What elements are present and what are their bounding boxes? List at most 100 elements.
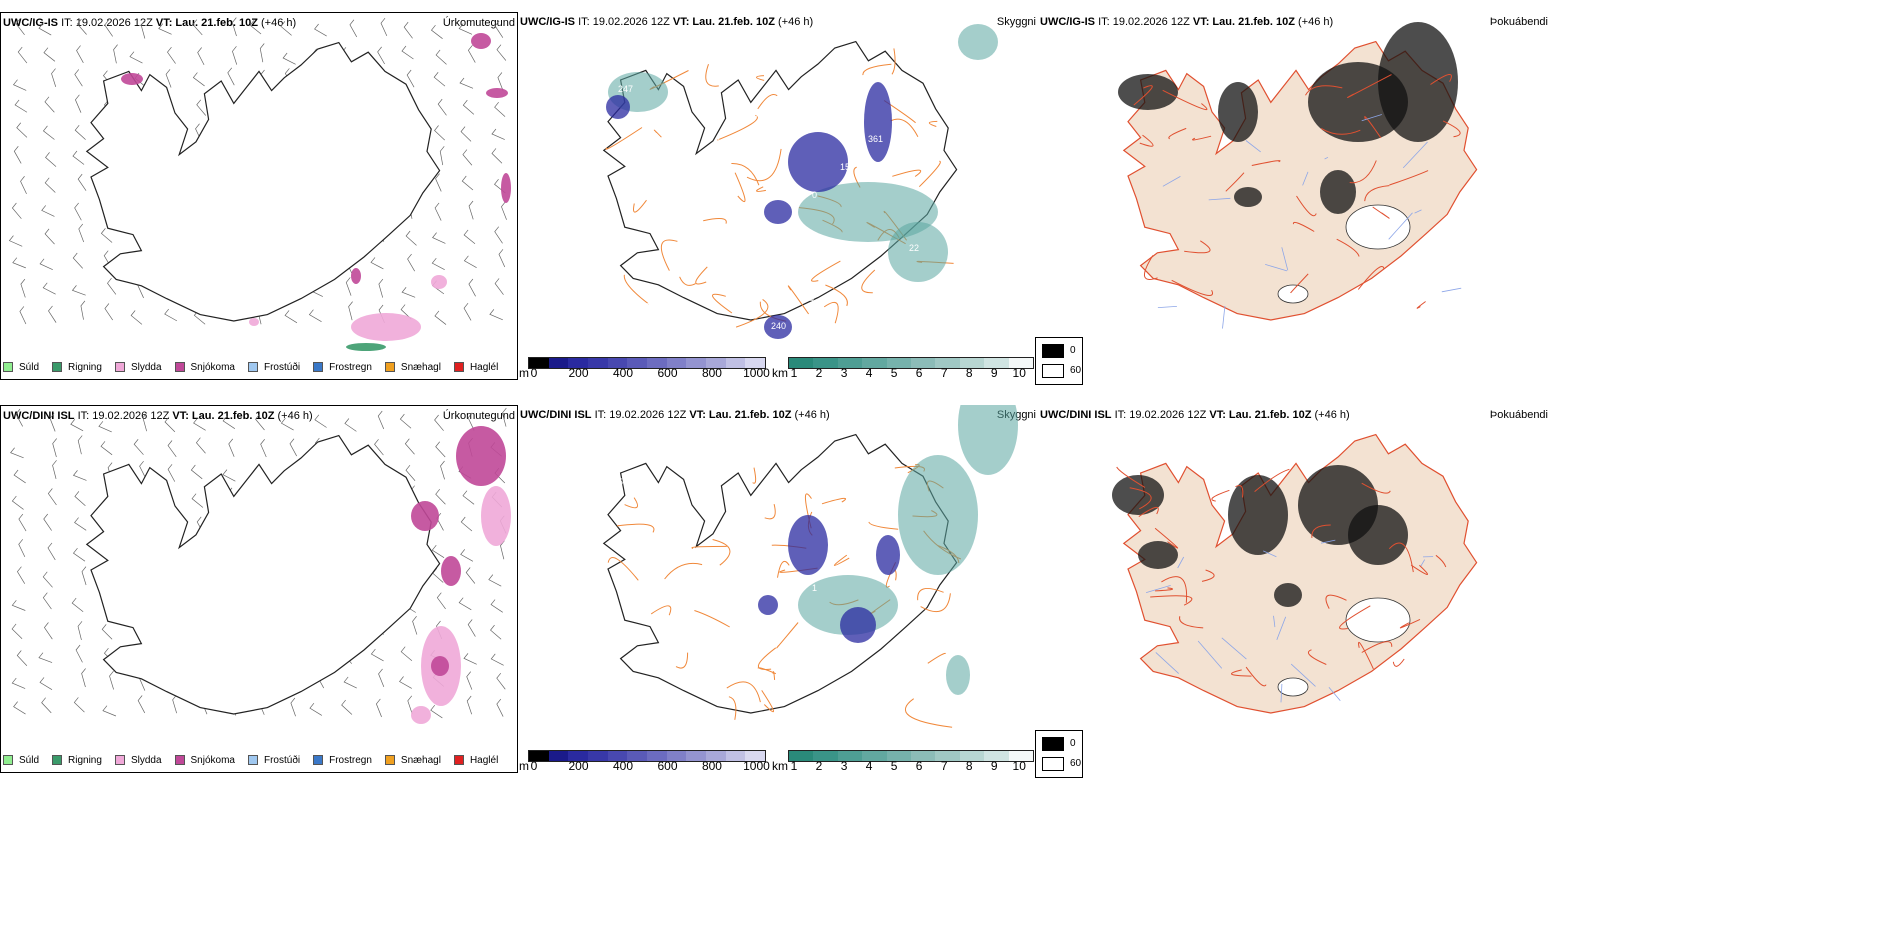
river — [1290, 663, 1316, 687]
value-label: 247 — [618, 84, 633, 94]
road — [1311, 524, 1331, 538]
road — [1361, 641, 1393, 653]
wind-barb — [377, 46, 385, 65]
visibility-area — [958, 405, 1018, 475]
value-label: 240 — [771, 321, 786, 331]
value-label: 22 — [909, 636, 919, 646]
cloud-base-areas — [606, 82, 892, 339]
wind-barb — [431, 544, 445, 558]
precip-type-legend: Súld Rigning Slydda Snjókoma Frostúði Frostre… — [3, 750, 511, 770]
road — [1357, 266, 1385, 290]
wind-barb — [345, 277, 352, 296]
wind-barb — [468, 200, 474, 220]
colorbar-tick-label: 800 — [701, 366, 722, 380]
iceland-coastline — [602, 433, 958, 714]
wind-barb — [167, 464, 176, 482]
road — [712, 539, 731, 566]
legend-item: Frostregn — [313, 362, 372, 373]
road — [703, 217, 727, 224]
panel-variable-label: Skyggni — [996, 16, 1036, 28]
iceland-coastline — [1122, 433, 1478, 714]
visibility-panel-bottom: UWC/DINI ISL IT: 19.02.2026 12Z VT: Lau.… — [518, 405, 1038, 773]
wind-barb — [72, 252, 83, 269]
value-label: 1 — [812, 583, 817, 593]
road — [928, 120, 938, 127]
wind-barb — [113, 44, 118, 64]
legend-label: Slydda — [130, 361, 162, 373]
legend-item: Haglél — [453, 362, 498, 373]
road — [1372, 206, 1390, 219]
wind-barb — [76, 45, 84, 63]
road — [776, 622, 799, 649]
wind-barb — [436, 592, 446, 610]
river — [1221, 637, 1247, 660]
road — [1364, 185, 1390, 202]
value-label: 200 — [674, 268, 689, 278]
road — [890, 118, 919, 138]
wind-barb — [255, 413, 265, 431]
wind-barb — [460, 516, 473, 532]
wind-barb — [165, 69, 172, 88]
wind-barb — [466, 671, 473, 690]
wind-barb — [490, 599, 503, 613]
road — [1320, 127, 1361, 135]
precip-area — [431, 656, 449, 676]
wind-barb — [405, 230, 417, 246]
precip-area — [411, 706, 431, 724]
visibility-map: 247 2 0 22 191 148 157 120 200 240 361 361 437 376 — [602, 24, 998, 339]
legend-swatch — [174, 362, 185, 372]
wind-barb — [460, 549, 474, 562]
road — [1416, 301, 1426, 309]
wind-barb — [42, 592, 52, 610]
wind-barb — [467, 412, 475, 431]
visibility-ticks: 1 2 3 4 5 6 7 8 9 10 — [788, 366, 1034, 380]
wind-barb — [434, 125, 445, 141]
road — [1129, 487, 1152, 510]
wind-barb — [19, 306, 27, 325]
wind-barb — [142, 412, 148, 432]
wind-barb — [133, 439, 144, 455]
wind-barb — [20, 278, 26, 298]
wind-barb — [74, 124, 86, 140]
road — [918, 160, 941, 188]
visibility-area — [888, 222, 948, 282]
legend-swatch — [453, 755, 464, 765]
colorbar-tick-label: 2 — [815, 366, 823, 380]
wind-barb — [73, 697, 85, 713]
wind-barb — [222, 469, 236, 482]
colorbar-tick-label: 6 — [915, 366, 923, 380]
precip-type-panel-top: UWC/IG-IS IT: 19.02.2026 12Z VT: Lau. 21… — [0, 12, 518, 380]
precip-type-map — [8, 17, 511, 351]
wind-barb — [260, 439, 267, 458]
wind-barb — [104, 303, 114, 321]
colorbar-tick-label: 7 — [940, 759, 948, 773]
wind-barb — [48, 305, 57, 323]
value-label: 361 — [965, 187, 980, 197]
wind-barb — [77, 173, 87, 191]
wind-barb — [78, 223, 85, 243]
road — [1155, 587, 1174, 592]
legend-item: Rigning — [52, 362, 102, 373]
wind-barb — [462, 99, 475, 115]
glacier — [1345, 204, 1411, 250]
wind-barb — [42, 125, 55, 140]
road — [1430, 74, 1452, 85]
legend-swatch — [3, 755, 13, 765]
road — [731, 162, 760, 186]
legend-label: Snjókoma — [190, 754, 235, 766]
visibility-area — [898, 455, 978, 575]
precip-areas — [121, 33, 511, 351]
colorbar-tick-label: 800 — [701, 759, 722, 773]
precip-type-legend: Súld Rigning Slydda Snjókoma Frostúði Frostre… — [3, 357, 511, 377]
cloud-base-ticks: 0 200 400 600 800 1000 — [528, 759, 770, 773]
precip-area — [481, 486, 511, 546]
river — [1265, 264, 1288, 272]
visibility-panel-top: UWC/IG-IS IT: 19.02.2026 12Z VT: Lau. 21… — [518, 12, 1038, 380]
wind-barb — [465, 567, 476, 584]
wind-barb — [463, 255, 477, 268]
wind-barb — [431, 257, 445, 271]
road — [1347, 74, 1392, 98]
wind-barb — [284, 310, 298, 324]
precip-area — [351, 268, 361, 284]
wind-barb — [375, 698, 382, 718]
